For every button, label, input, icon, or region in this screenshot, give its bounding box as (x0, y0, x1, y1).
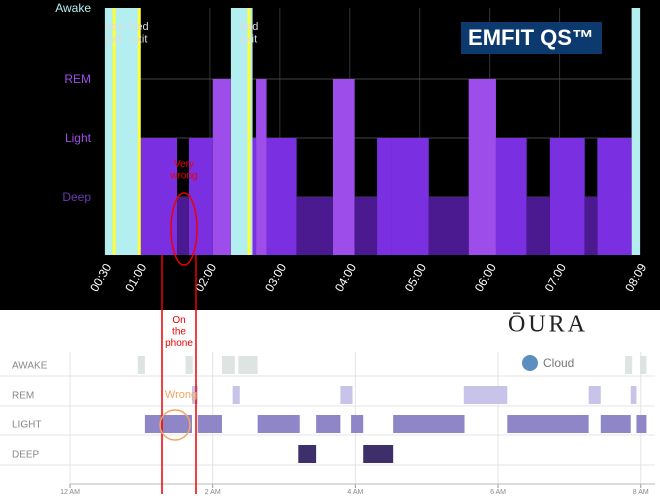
stage-segment (238, 356, 258, 374)
row-label: Light (65, 131, 92, 145)
row-label: Deep (62, 190, 91, 204)
wrong-note: Wrong (165, 389, 197, 401)
stage-segment (232, 386, 240, 404)
row-label: LIGHT (12, 420, 41, 431)
x-tick-label: 12 AM (60, 489, 80, 496)
x-tick-label: 8 AM (633, 489, 649, 496)
stage-segment (597, 138, 632, 255)
stage-segment (354, 197, 378, 255)
row-label: REM (12, 391, 34, 402)
stage-segment (316, 415, 341, 433)
stage-segment (298, 445, 317, 463)
stage-segment (212, 79, 231, 255)
stage-segment (625, 356, 633, 374)
stage-segment (463, 386, 508, 404)
very-wrong-ellipse (170, 192, 198, 266)
row-label: Awake (55, 1, 91, 15)
row-label: AWAKE (12, 361, 48, 372)
cloud-badge: Cloud (543, 356, 574, 370)
stage-segment (507, 415, 589, 433)
very-wrong-note: Very wrong (169, 159, 197, 182)
bed-exit-label: bed exit (240, 21, 258, 46)
stage-segment (185, 356, 193, 374)
x-tick-label: 2 AM (205, 489, 221, 496)
bed-exit-label: bed exit (130, 21, 148, 46)
cloud-icon (522, 355, 538, 371)
x-tick-label: 6 AM (490, 489, 506, 496)
oura-logo: ŌURA (508, 312, 588, 338)
stage-segment (137, 356, 145, 374)
stage-segment (197, 415, 222, 433)
phone-note: On the phone (165, 315, 193, 349)
stage-segment (393, 415, 465, 433)
stage-segment (495, 138, 527, 255)
stage-segment (377, 138, 392, 255)
bed-exit-label: bed exit (105, 21, 123, 46)
stage-segment (188, 138, 213, 255)
stage-segment (340, 386, 353, 404)
stage-segment (177, 197, 189, 255)
stage-segment (600, 415, 631, 433)
stage-segment (631, 8, 640, 255)
stage-segment (266, 138, 297, 255)
stage-segment (351, 415, 364, 433)
row-label: REM (64, 72, 91, 86)
stage-segment (256, 79, 267, 255)
row-label: DEEP (12, 450, 40, 461)
stage-segment (221, 356, 235, 374)
stage-segment (630, 386, 637, 404)
stage-segment (105, 8, 140, 255)
stage-segment (144, 415, 192, 433)
x-tick-label: 4 AM (347, 489, 363, 496)
stage-segment (257, 415, 300, 433)
stage-segment (636, 415, 647, 433)
emfit-logo: EMFIT QS™ (468, 25, 594, 50)
stage-segment (526, 197, 550, 255)
wrong-circle (159, 409, 191, 441)
emfit-logo-box (461, 22, 602, 54)
stage-segment (428, 197, 469, 255)
oura-background (0, 310, 660, 500)
stage-segment (391, 138, 429, 255)
stage-segment (363, 445, 394, 463)
stage-segment (296, 197, 333, 255)
stage-segment (588, 386, 601, 404)
stage-segment (549, 138, 585, 255)
stage-segment (584, 197, 598, 255)
stage-segment (191, 386, 198, 404)
stage-segment (468, 79, 496, 255)
stage-segment (332, 79, 355, 255)
stage-segment (230, 8, 253, 255)
stage-segment (640, 356, 647, 374)
stage-segment (252, 138, 257, 255)
